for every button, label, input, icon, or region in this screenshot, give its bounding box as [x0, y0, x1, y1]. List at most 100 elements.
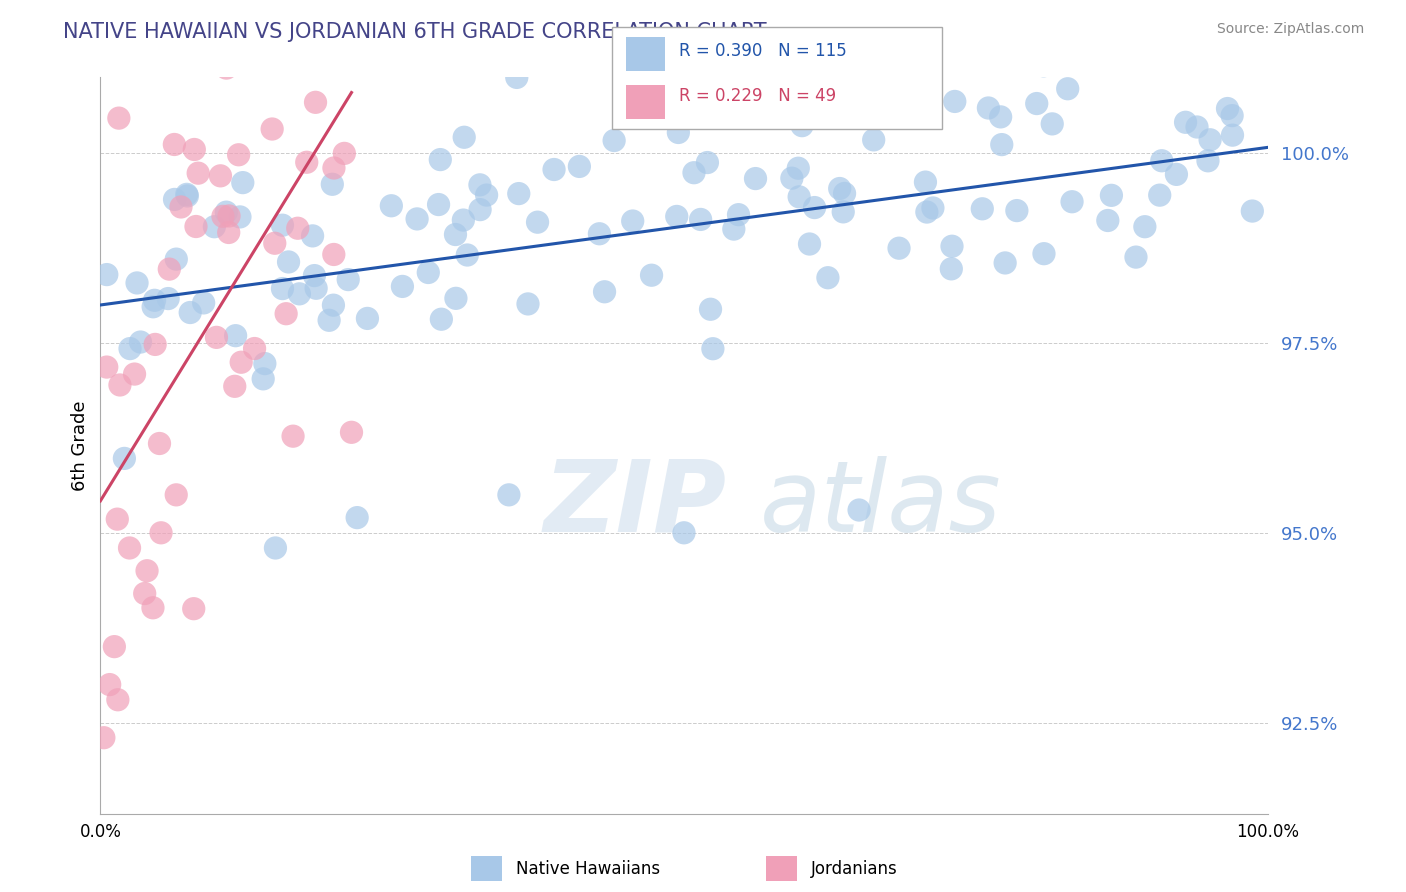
Point	[184, 219, 207, 234]
Point	[108, 111, 131, 125]
Point	[666, 126, 689, 140]
Text: atlas: atlas	[759, 456, 1001, 553]
Point	[225, 328, 247, 343]
Point	[506, 70, 529, 85]
Point	[780, 171, 803, 186]
Point	[1125, 250, 1147, 264]
Point	[1097, 213, 1119, 227]
Point	[787, 190, 810, 204]
Point	[803, 201, 825, 215]
Point	[228, 148, 250, 162]
Point	[887, 241, 910, 255]
Point	[118, 541, 141, 555]
Point	[96, 268, 118, 282]
Point	[163, 137, 186, 152]
Point	[340, 425, 363, 440]
Point	[142, 600, 165, 615]
Point	[287, 221, 309, 235]
Point	[1197, 153, 1219, 168]
Point	[640, 268, 662, 283]
Point	[271, 282, 294, 296]
Point	[209, 169, 232, 183]
Point	[444, 291, 467, 305]
Text: ZIP: ZIP	[544, 456, 727, 553]
Point	[202, 219, 225, 234]
Point	[129, 334, 152, 349]
Point	[271, 218, 294, 232]
Point	[543, 162, 565, 177]
Point	[453, 213, 475, 227]
Point	[1025, 96, 1047, 111]
Point	[498, 488, 520, 502]
Point	[1166, 168, 1188, 182]
Point	[125, 276, 148, 290]
Point	[165, 488, 187, 502]
Point	[236, 55, 259, 70]
Point	[1149, 188, 1171, 202]
Point	[453, 130, 475, 145]
Text: NATIVE HAWAIIAN VS JORDANIAN 6TH GRADE CORRELATION CHART: NATIVE HAWAIIAN VS JORDANIAN 6TH GRADE C…	[63, 22, 766, 42]
Point	[157, 262, 180, 277]
Point	[1220, 109, 1243, 123]
Point	[723, 222, 745, 236]
Point	[229, 210, 252, 224]
Point	[941, 261, 963, 276]
Point	[727, 208, 749, 222]
Point	[915, 205, 938, 219]
Point	[232, 176, 254, 190]
Point	[276, 307, 298, 321]
Point	[994, 256, 1017, 270]
Point	[321, 178, 343, 192]
Text: R = 0.229   N = 49: R = 0.229 N = 49	[679, 87, 837, 104]
Point	[304, 268, 326, 283]
Point	[1005, 203, 1028, 218]
Point	[252, 372, 274, 386]
Point	[205, 330, 228, 344]
Point	[977, 101, 1000, 115]
Point	[218, 226, 240, 240]
Point	[475, 188, 498, 202]
Point	[263, 236, 285, 251]
Point	[941, 239, 963, 253]
Point	[787, 161, 810, 176]
Point	[243, 342, 266, 356]
Y-axis label: 6th Grade: 6th Grade	[72, 401, 89, 491]
Point	[593, 285, 616, 299]
Point	[163, 193, 186, 207]
Point	[456, 248, 478, 262]
Point	[333, 146, 356, 161]
Point	[430, 312, 453, 326]
Text: Native Hawaiians: Native Hawaiians	[516, 860, 661, 878]
Point	[621, 214, 644, 228]
Point	[1174, 115, 1197, 129]
Point	[136, 564, 159, 578]
Point	[1222, 128, 1244, 143]
Point	[143, 337, 166, 351]
Point	[288, 286, 311, 301]
Point	[179, 305, 201, 319]
Point	[281, 429, 304, 443]
Point	[391, 279, 413, 293]
Point	[588, 227, 610, 241]
Point	[356, 311, 378, 326]
Point	[1216, 102, 1239, 116]
Point	[142, 300, 165, 314]
Point	[429, 153, 451, 167]
Point	[990, 110, 1012, 124]
Point	[215, 205, 238, 219]
Point	[988, 1, 1011, 15]
Point	[187, 166, 209, 180]
Point	[1056, 81, 1078, 95]
Point	[444, 227, 467, 242]
Point	[1241, 204, 1264, 219]
Point	[1133, 219, 1156, 234]
Point	[193, 296, 215, 310]
Point	[98, 677, 121, 691]
Point	[118, 342, 141, 356]
Point	[157, 292, 180, 306]
Point	[848, 503, 870, 517]
Point	[224, 379, 246, 393]
Point	[218, 209, 240, 223]
Point	[834, 186, 856, 201]
Point	[96, 360, 118, 375]
